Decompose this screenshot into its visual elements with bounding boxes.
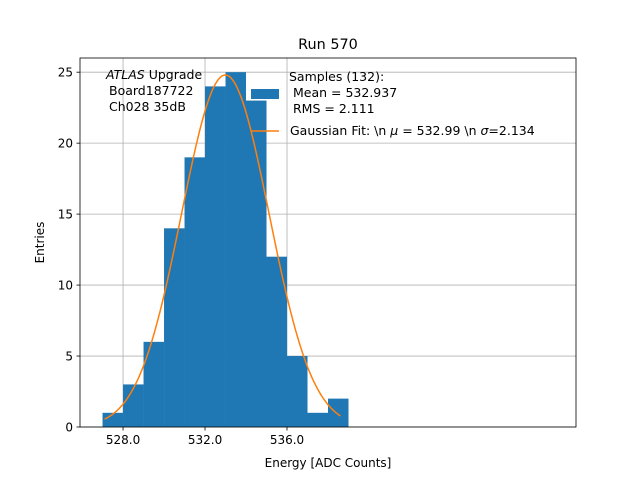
histogram-bar [307,412,328,427]
x-tick-label: 528.0 [106,433,140,447]
legend-fit-suffix: =2.134 [488,123,534,138]
annotation-atlas: ATLAS [105,67,145,82]
histogram-bar [123,384,144,427]
x-tick-label: 536.0 [270,433,304,447]
histogram-bar [328,398,349,427]
legend-fit-mu: μ [389,123,398,138]
axis-ticks: 528.0 532.0 536.0 0 5 10 15 20 25 [58,66,304,447]
y-tick-label: 10 [58,279,73,293]
legend-fit-sigma: σ [480,123,489,138]
legend-label-fit: Gaussian Fit: \n μ = 532.99 \n σ=2.134 [290,123,535,138]
legend-label-rms: RMS = 2.111 [293,101,375,116]
histogram-bar [287,356,308,427]
y-tick-label: 20 [58,137,73,151]
y-tick-label: 25 [58,66,73,80]
histogram-bar [266,256,288,427]
x-axis-label: Energy [ADC Counts] [265,456,392,470]
histogram-bar [225,72,247,427]
fit-curve [104,74,341,420]
histogram-bar [164,228,185,427]
y-tick-label: 15 [58,208,73,222]
legend-swatch-histogram [251,89,279,99]
chart-title: Run 570 [298,37,358,53]
histogram-bar [102,412,124,427]
plot-frame [79,57,577,428]
y-tick-label: 0 [65,421,73,435]
histogram-bars [102,72,349,428]
x-tick-label: 532.0 [188,433,222,447]
legend-label-mean: Mean = 532.937 [293,85,397,100]
annotation-line-1: ATLAS Upgrade [105,67,202,82]
legend-fit-prefix: Gaussian Fit: \n [290,123,390,138]
legend-label-histogram: Samples (132): [289,69,384,84]
gaussian-fit [104,74,341,420]
atlas-annotation: ATLAS Upgrade Board187722 Ch028 35dB [105,67,202,114]
annotation-upgrade: Upgrade [145,67,203,82]
y-tick-label: 5 [65,350,73,364]
annotation-channel: Ch028 35dB [109,99,186,114]
histogram-bar [205,86,226,427]
annotation-board: Board187722 [109,83,193,98]
legend-fit-mid: = 532.99 \n [398,123,480,138]
histogram-bar [184,157,206,427]
histogram-bar [143,341,165,427]
legend: Samples (132): Mean = 532.937 RMS = 2.11… [251,69,535,138]
histogram-bar [246,100,267,428]
y-axis-label: Entries [33,222,47,264]
